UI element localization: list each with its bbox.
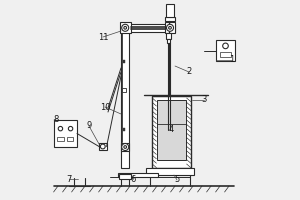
- Text: 8: 8: [53, 114, 59, 123]
- Bar: [165, 22, 176, 33]
- Bar: [119, 174, 131, 179]
- Text: 11: 11: [98, 32, 108, 42]
- Text: 9: 9: [86, 121, 92, 130]
- Bar: [122, 88, 126, 92]
- Text: 5: 5: [174, 176, 180, 184]
- Text: 2: 2: [186, 68, 192, 76]
- Circle shape: [167, 24, 173, 31]
- Circle shape: [124, 146, 127, 148]
- Bar: [120, 22, 130, 33]
- Bar: [146, 168, 194, 175]
- Bar: [220, 52, 231, 57]
- Bar: [121, 24, 175, 32]
- Circle shape: [100, 144, 105, 149]
- Text: 7: 7: [66, 174, 72, 184]
- Bar: [167, 39, 170, 43]
- Bar: [123, 128, 124, 131]
- Circle shape: [122, 143, 129, 151]
- Text: 10: 10: [100, 102, 110, 112]
- Bar: [216, 40, 235, 61]
- Bar: [167, 33, 171, 39]
- Circle shape: [122, 24, 129, 31]
- Circle shape: [169, 26, 171, 29]
- Bar: [157, 100, 186, 160]
- Circle shape: [58, 126, 63, 131]
- Text: 3: 3: [201, 96, 207, 104]
- Text: 1: 1: [230, 55, 235, 64]
- Bar: [165, 17, 175, 21]
- Text: 6: 6: [130, 174, 136, 184]
- Bar: [123, 60, 124, 63]
- Circle shape: [223, 43, 228, 49]
- Bar: [118, 173, 158, 177]
- Text: 4: 4: [168, 126, 174, 134]
- Bar: [121, 24, 129, 168]
- Bar: [67, 137, 73, 141]
- Bar: [54, 120, 77, 147]
- Circle shape: [68, 126, 73, 131]
- Bar: [57, 137, 64, 141]
- Bar: [167, 4, 174, 17]
- Circle shape: [124, 26, 127, 29]
- Bar: [152, 96, 191, 168]
- Bar: [121, 143, 129, 151]
- Bar: [99, 143, 106, 150]
